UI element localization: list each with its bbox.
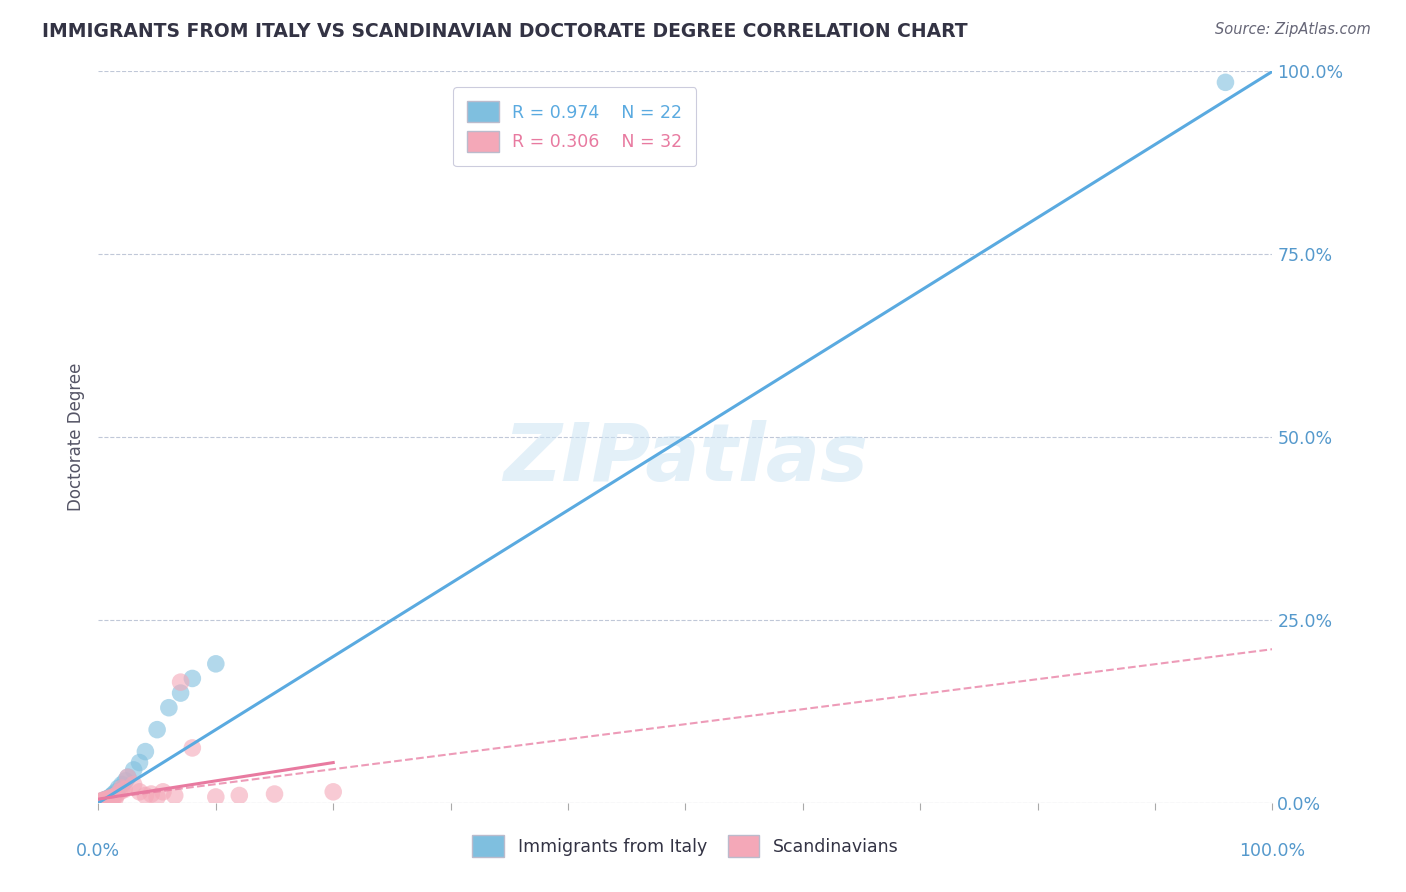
Point <box>146 723 169 737</box>
Point <box>111 781 134 796</box>
Point <box>122 763 145 777</box>
Point <box>128 756 150 770</box>
Point <box>157 700 180 714</box>
Point <box>1215 75 1237 89</box>
Point <box>98 790 121 805</box>
Point <box>152 785 174 799</box>
Point <box>98 792 121 806</box>
Point <box>146 789 169 804</box>
Point <box>89 795 111 809</box>
Point <box>91 794 114 808</box>
Point <box>181 672 204 686</box>
Point <box>205 657 228 671</box>
Point <box>104 792 127 806</box>
Point <box>105 785 128 799</box>
Text: IMMIGRANTS FROM ITALY VS SCANDINAVIAN DOCTORATE DEGREE CORRELATION CHART: IMMIGRANTS FROM ITALY VS SCANDINAVIAN DO… <box>42 22 967 41</box>
Point <box>128 785 150 799</box>
Point <box>98 791 121 805</box>
Point <box>93 793 115 807</box>
Point <box>263 787 285 801</box>
Point <box>96 792 118 806</box>
Point <box>90 794 112 808</box>
Point <box>97 791 120 805</box>
Point <box>108 785 131 799</box>
Text: Source: ZipAtlas.com: Source: ZipAtlas.com <box>1215 22 1371 37</box>
Point <box>141 787 163 801</box>
Point <box>205 789 228 804</box>
Point <box>112 782 135 797</box>
Text: ZIPatlas: ZIPatlas <box>503 420 868 498</box>
Point <box>228 789 250 803</box>
Point <box>91 794 114 808</box>
Point <box>103 787 125 801</box>
Point <box>169 686 191 700</box>
Point <box>181 740 204 755</box>
Point <box>105 789 128 803</box>
Point <box>114 773 136 788</box>
Point <box>100 789 122 804</box>
Point <box>93 793 115 807</box>
Point <box>94 794 117 808</box>
Y-axis label: Doctorate Degree: Doctorate Degree <box>66 363 84 511</box>
Point <box>117 770 139 784</box>
Point <box>122 778 145 792</box>
Point <box>117 770 139 784</box>
Text: 0.0%: 0.0% <box>76 842 121 860</box>
Point <box>100 790 122 805</box>
Point <box>322 785 344 799</box>
Point <box>96 792 118 806</box>
Point <box>163 789 186 803</box>
Point <box>134 789 156 803</box>
Point <box>97 793 120 807</box>
Point <box>101 789 124 803</box>
Point <box>103 789 125 804</box>
Legend: Immigrants from Italy, Scandinavians: Immigrants from Italy, Scandinavians <box>465 829 905 863</box>
Point <box>134 745 156 759</box>
Point <box>107 781 129 796</box>
Point <box>111 778 134 792</box>
Point <box>169 675 191 690</box>
Text: 100.0%: 100.0% <box>1239 842 1306 860</box>
Point <box>101 791 124 805</box>
Point <box>91 794 114 808</box>
